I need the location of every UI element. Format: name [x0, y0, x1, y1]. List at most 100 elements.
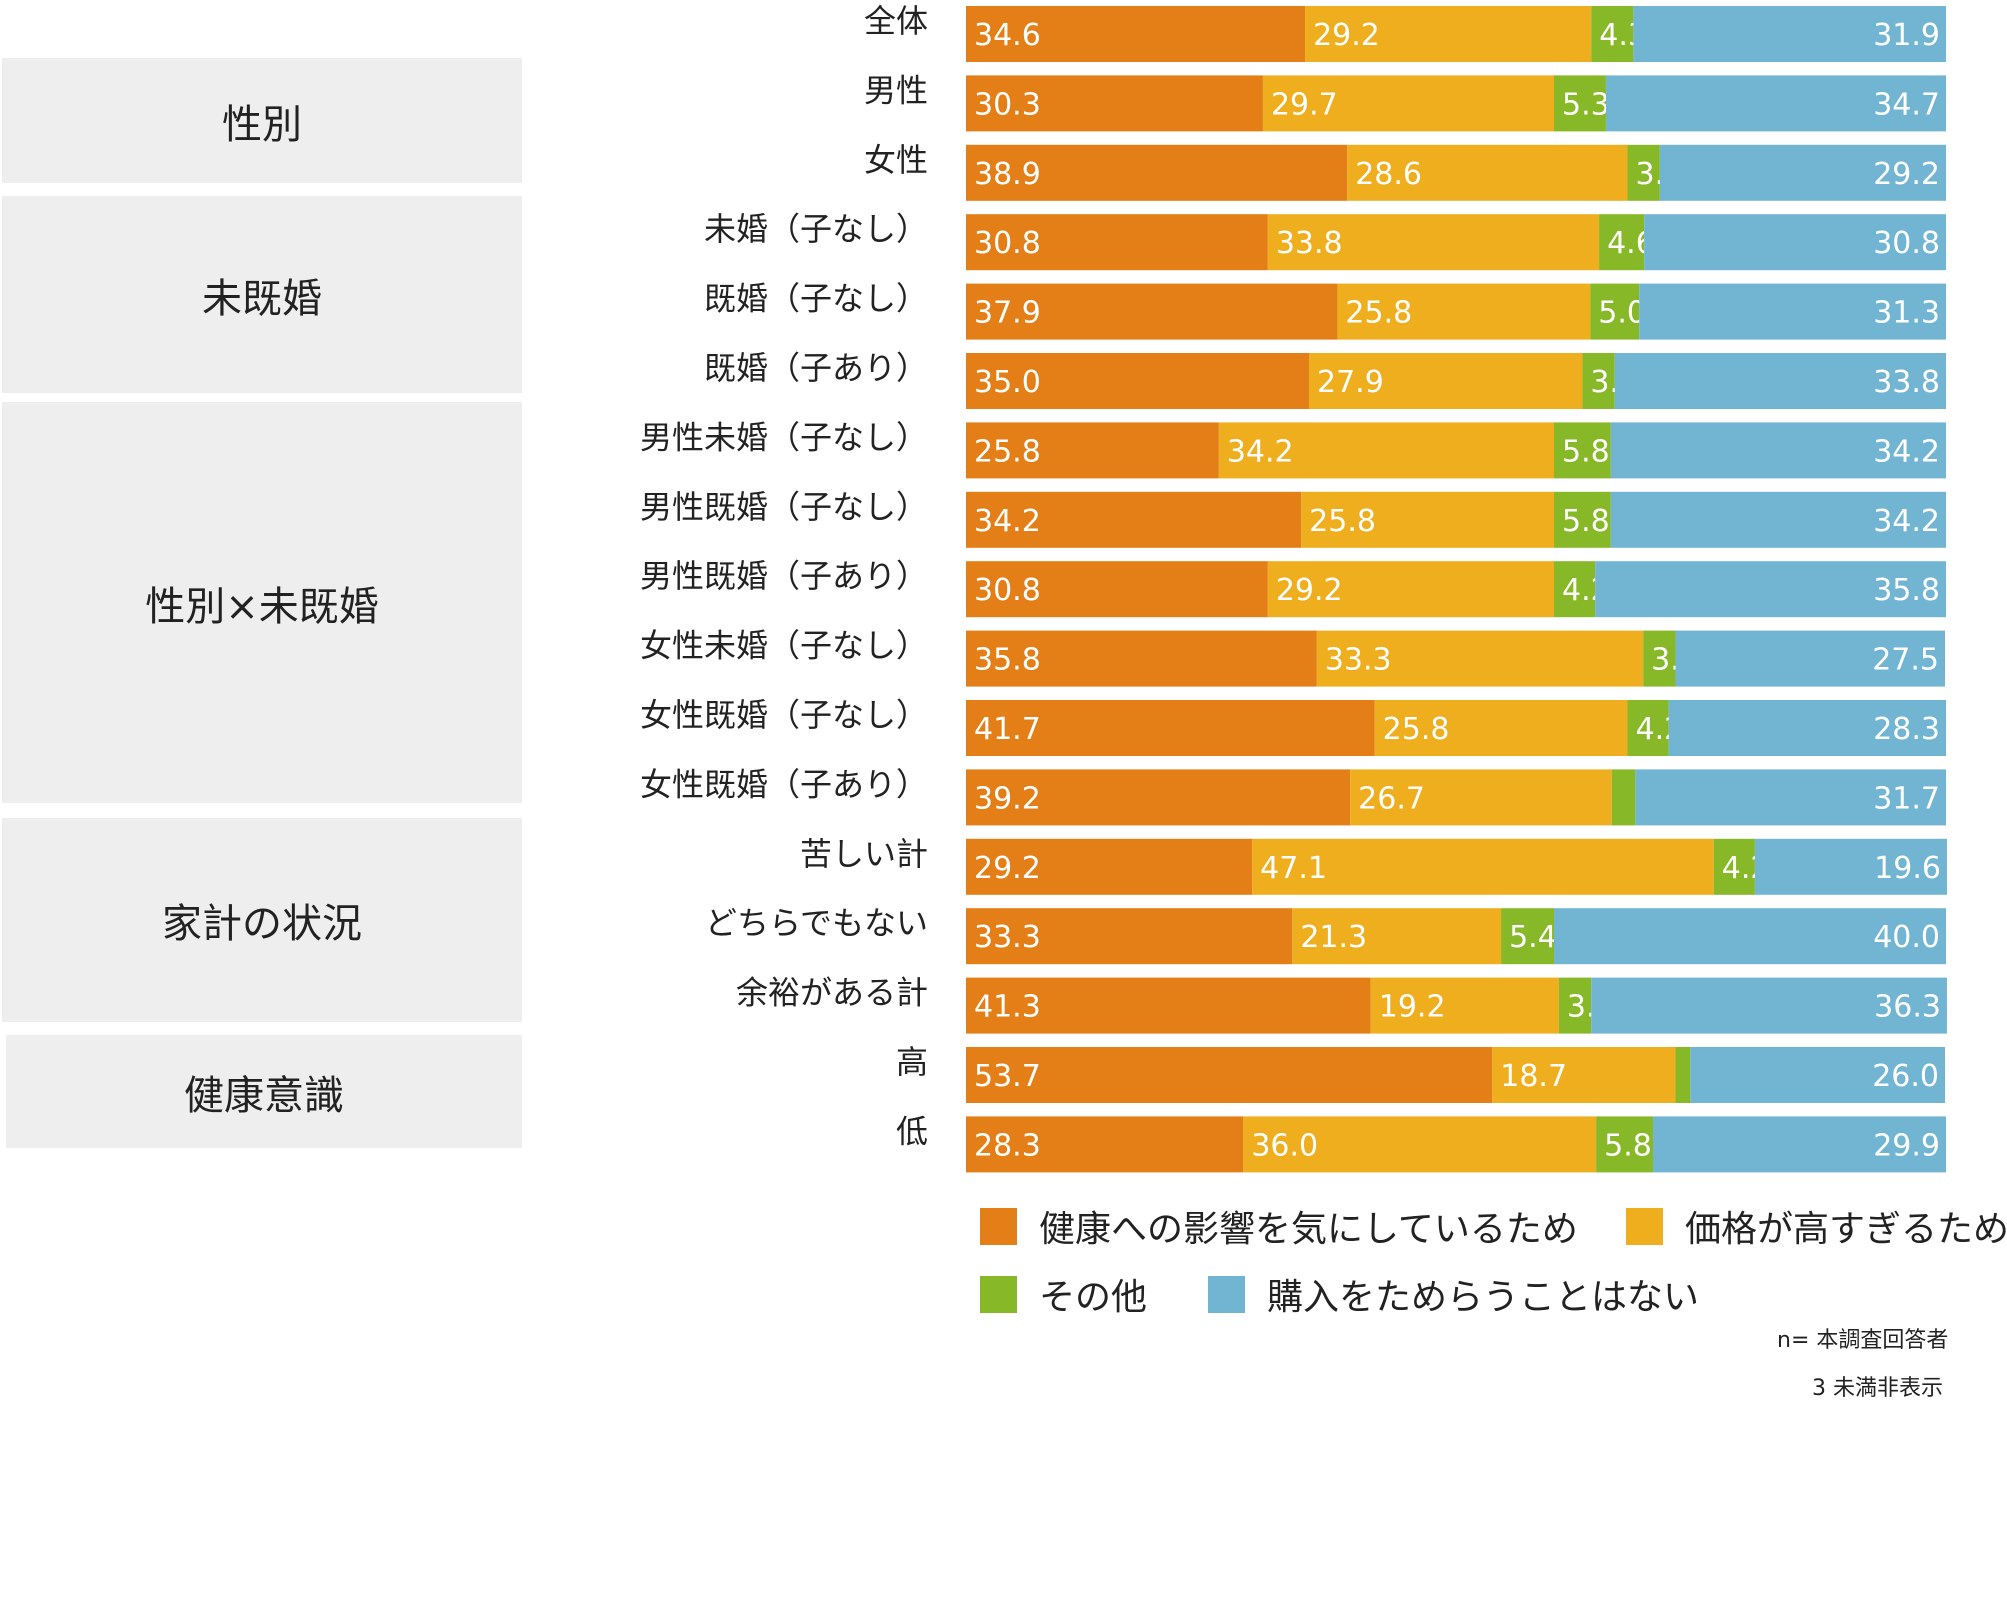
data-label: 36.3: [1874, 990, 1941, 1025]
category-label: 既婚（子あり）: [704, 349, 928, 387]
legend-swatch: [1208, 1275, 1245, 1313]
bar-segment: [966, 144, 1348, 201]
bar-segment: [966, 630, 1317, 687]
bar-segment: [1675, 630, 1946, 687]
bar-segment: [966, 75, 1263, 132]
category-label: 男性既婚（子あり）: [640, 557, 928, 595]
bar-segment: [966, 353, 1309, 409]
bar-segment: [1659, 144, 1946, 201]
legend-swatch: [980, 1275, 1017, 1313]
legend-swatch: [980, 1207, 1017, 1245]
group-label-text: 健康意識: [184, 1072, 344, 1119]
category-label: 全体: [864, 2, 928, 40]
bar-segment: [1611, 769, 1636, 826]
data-label: 41.3: [974, 990, 1041, 1025]
bar-segment: [1668, 700, 1946, 756]
bar-segment: [1614, 353, 1946, 409]
category-label: 男性既婚（子なし）: [640, 488, 928, 526]
data-label: 33.3: [974, 920, 1041, 955]
bar-segment: [1492, 1047, 1676, 1103]
legend-label: 価格が高すぎるため: [1685, 1209, 2007, 1250]
data-label: 34.2: [1873, 434, 1940, 469]
group-label-text: 家計の状況: [162, 901, 362, 947]
bar-segment: [1610, 491, 1946, 548]
data-label: 29.9: [1873, 1128, 1940, 1163]
data-label: 19.2: [1379, 990, 1446, 1025]
group-label-text: 性別: [222, 101, 302, 148]
bar-segment: [966, 977, 1371, 1034]
bar-segment: [1554, 75, 1606, 132]
category-label: 苦しい計: [800, 835, 928, 873]
bar-segment: [966, 700, 1375, 756]
data-label: 41.7: [974, 712, 1041, 747]
data-label: 33.8: [1276, 226, 1343, 261]
category-label: 女性既婚（子あり）: [640, 765, 928, 803]
bar-segment: [1713, 838, 1755, 895]
bar-segment: [1309, 353, 1583, 409]
data-label: 25.8: [974, 434, 1041, 469]
bar-segment: [1218, 422, 1554, 479]
bar-segment: [1591, 6, 1634, 62]
bar-segment: [1267, 214, 1600, 271]
group-label-health: 健康意識: [6, 1035, 522, 1148]
bar-segment: [1627, 700, 1669, 756]
category-label: どちらでもない: [705, 904, 928, 942]
data-label: 38.9: [974, 157, 1041, 192]
note-respondents: n= 本調査回答者: [1777, 1328, 1949, 1353]
data-label: 30.8: [1873, 226, 1940, 261]
category-label: 男性未婚（子なし）: [640, 418, 928, 456]
bar-segment: [1554, 422, 1611, 479]
data-label: 33.8: [1873, 365, 1940, 400]
legend-swatch: [1626, 1207, 1663, 1245]
data-label: 28.3: [974, 1128, 1041, 1163]
bar-segment: [1610, 422, 1946, 479]
bar-segment: [1754, 838, 1947, 895]
category-label: 女性既婚（子なし）: [640, 696, 928, 734]
data-label: 19.6: [1874, 851, 1941, 886]
data-label: 34.2: [974, 504, 1041, 539]
bar-segment: [1690, 1047, 1946, 1103]
legend-item-price: 価格が高すぎるため: [1626, 1200, 2007, 1252]
bar-segment: [1643, 630, 1676, 687]
data-label: 25.8: [1345, 296, 1412, 331]
category-label: 男性: [864, 71, 928, 109]
bar-segment: [1370, 977, 1559, 1034]
data-label: 34.6: [974, 18, 1041, 53]
group-label-marital: 未既婚: [2, 196, 522, 393]
data-label: 29.7: [1271, 87, 1338, 122]
bar-segment: [1633, 6, 1946, 62]
bar-segment: [1596, 1116, 1653, 1173]
category-label: 女性: [864, 141, 928, 179]
bar-segment: [1347, 144, 1628, 201]
data-label: 35.8: [974, 643, 1041, 678]
bar-segment: [966, 491, 1302, 548]
category-label: 未婚（子なし）: [704, 210, 928, 248]
bar-segment: [1590, 283, 1640, 340]
bar-segment: [966, 214, 1268, 271]
data-label: 5.4: [1509, 920, 1557, 955]
bar-segment: [1635, 769, 1946, 826]
legend-label: 健康への影響を気にしているため: [1039, 1209, 1578, 1250]
bar-segment: [1554, 561, 1596, 618]
bar-segment: [1262, 75, 1554, 132]
bar-segment: [966, 1047, 1493, 1103]
data-label: 18.7: [1500, 1059, 1567, 1094]
bar-segment: [1252, 838, 1714, 895]
data-label: 27.9: [1317, 365, 1384, 400]
data-label: 25.8: [1383, 712, 1450, 747]
data-label: 29.2: [1276, 573, 1343, 608]
bar-segment: [1292, 908, 1502, 965]
bar-segment: [1582, 353, 1615, 409]
data-label: 5.0: [1598, 296, 1646, 331]
group-label-gender: 性別: [2, 58, 522, 183]
data-label: 25.8: [1309, 504, 1376, 539]
note-hidden-values: 3 未満非表示: [1812, 1376, 1943, 1401]
bar-segment: [966, 283, 1338, 340]
bar-segment: [1595, 561, 1946, 618]
legend-label: 購入をためらうことはない: [1267, 1277, 1700, 1318]
bar-segment: [1316, 630, 1644, 687]
bar-segment: [1350, 769, 1612, 826]
bar-segment: [1301, 491, 1554, 548]
data-label: 5.3: [1562, 87, 1610, 122]
bar-segment: [1591, 977, 1947, 1034]
